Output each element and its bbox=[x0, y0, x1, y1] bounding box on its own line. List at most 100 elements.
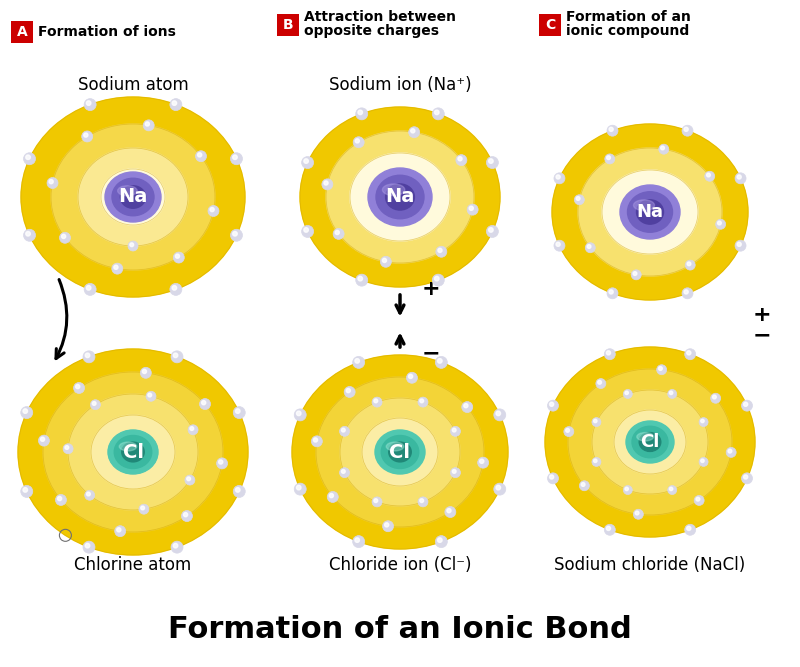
Circle shape bbox=[233, 231, 238, 236]
Circle shape bbox=[686, 260, 695, 270]
Text: Cl: Cl bbox=[122, 442, 143, 462]
Circle shape bbox=[447, 508, 451, 513]
Ellipse shape bbox=[632, 426, 668, 458]
Circle shape bbox=[566, 428, 570, 432]
Circle shape bbox=[418, 397, 428, 407]
Circle shape bbox=[685, 524, 696, 536]
Circle shape bbox=[438, 248, 442, 252]
Circle shape bbox=[84, 283, 96, 295]
Circle shape bbox=[327, 492, 338, 502]
Text: Sodium atom: Sodium atom bbox=[78, 76, 188, 94]
Circle shape bbox=[687, 262, 691, 265]
Circle shape bbox=[172, 101, 177, 105]
Circle shape bbox=[47, 177, 58, 189]
Circle shape bbox=[409, 127, 420, 137]
Circle shape bbox=[594, 420, 597, 423]
Ellipse shape bbox=[18, 349, 248, 555]
Circle shape bbox=[701, 459, 704, 462]
Ellipse shape bbox=[637, 433, 654, 441]
Circle shape bbox=[174, 353, 178, 358]
Circle shape bbox=[586, 243, 595, 253]
Circle shape bbox=[374, 399, 378, 403]
Text: −: − bbox=[422, 343, 441, 363]
Circle shape bbox=[701, 420, 704, 423]
Ellipse shape bbox=[68, 394, 198, 510]
Circle shape bbox=[742, 473, 753, 484]
Circle shape bbox=[496, 411, 501, 416]
Circle shape bbox=[183, 512, 188, 517]
Circle shape bbox=[346, 388, 350, 393]
Circle shape bbox=[592, 458, 601, 466]
Text: C: C bbox=[545, 18, 555, 32]
Ellipse shape bbox=[386, 184, 414, 210]
Circle shape bbox=[202, 401, 206, 405]
Circle shape bbox=[372, 397, 382, 407]
Circle shape bbox=[592, 418, 601, 427]
Circle shape bbox=[564, 427, 574, 437]
Ellipse shape bbox=[300, 107, 500, 287]
Circle shape bbox=[670, 391, 673, 395]
Circle shape bbox=[355, 359, 359, 363]
Circle shape bbox=[634, 510, 643, 519]
Ellipse shape bbox=[108, 430, 158, 474]
Circle shape bbox=[38, 435, 50, 446]
Ellipse shape bbox=[375, 430, 425, 474]
Text: Sodium chloride (NaCl): Sodium chloride (NaCl) bbox=[554, 556, 746, 574]
Circle shape bbox=[450, 426, 461, 436]
Circle shape bbox=[112, 263, 122, 274]
Ellipse shape bbox=[629, 423, 671, 461]
Circle shape bbox=[86, 101, 91, 105]
Text: A: A bbox=[17, 25, 27, 39]
Circle shape bbox=[140, 368, 151, 378]
Ellipse shape bbox=[626, 421, 674, 463]
Ellipse shape bbox=[114, 436, 152, 468]
Circle shape bbox=[604, 524, 615, 536]
Circle shape bbox=[486, 157, 498, 169]
Circle shape bbox=[609, 290, 614, 294]
Circle shape bbox=[432, 274, 444, 286]
Circle shape bbox=[339, 426, 350, 436]
Ellipse shape bbox=[101, 169, 165, 225]
Circle shape bbox=[480, 459, 484, 464]
Circle shape bbox=[23, 488, 27, 492]
Circle shape bbox=[668, 390, 677, 398]
Circle shape bbox=[435, 536, 447, 548]
Circle shape bbox=[743, 402, 748, 406]
Circle shape bbox=[86, 353, 90, 358]
Circle shape bbox=[49, 179, 54, 183]
Circle shape bbox=[195, 151, 206, 161]
Circle shape bbox=[434, 110, 439, 115]
Circle shape bbox=[146, 122, 150, 126]
Circle shape bbox=[685, 349, 696, 360]
Circle shape bbox=[486, 225, 498, 237]
Circle shape bbox=[699, 418, 708, 427]
Circle shape bbox=[21, 486, 33, 498]
Circle shape bbox=[86, 544, 90, 548]
Circle shape bbox=[82, 131, 93, 142]
Circle shape bbox=[374, 499, 378, 502]
Circle shape bbox=[41, 437, 45, 442]
Circle shape bbox=[496, 486, 501, 490]
Circle shape bbox=[605, 154, 614, 164]
Circle shape bbox=[335, 230, 339, 235]
Circle shape bbox=[420, 499, 424, 502]
Circle shape bbox=[230, 153, 242, 165]
Circle shape bbox=[23, 409, 27, 414]
Circle shape bbox=[182, 510, 193, 522]
Circle shape bbox=[59, 232, 70, 243]
FancyBboxPatch shape bbox=[539, 14, 561, 36]
Ellipse shape bbox=[389, 442, 411, 462]
Circle shape bbox=[682, 287, 693, 299]
Circle shape bbox=[467, 204, 478, 215]
Circle shape bbox=[554, 240, 565, 251]
Circle shape bbox=[728, 450, 732, 453]
Text: +: + bbox=[753, 305, 772, 325]
Circle shape bbox=[83, 351, 95, 363]
Circle shape bbox=[23, 229, 35, 241]
Circle shape bbox=[456, 155, 467, 165]
Circle shape bbox=[550, 402, 554, 406]
Circle shape bbox=[353, 137, 364, 148]
Circle shape bbox=[175, 254, 179, 258]
Text: Cl: Cl bbox=[390, 442, 410, 462]
Circle shape bbox=[598, 380, 602, 384]
